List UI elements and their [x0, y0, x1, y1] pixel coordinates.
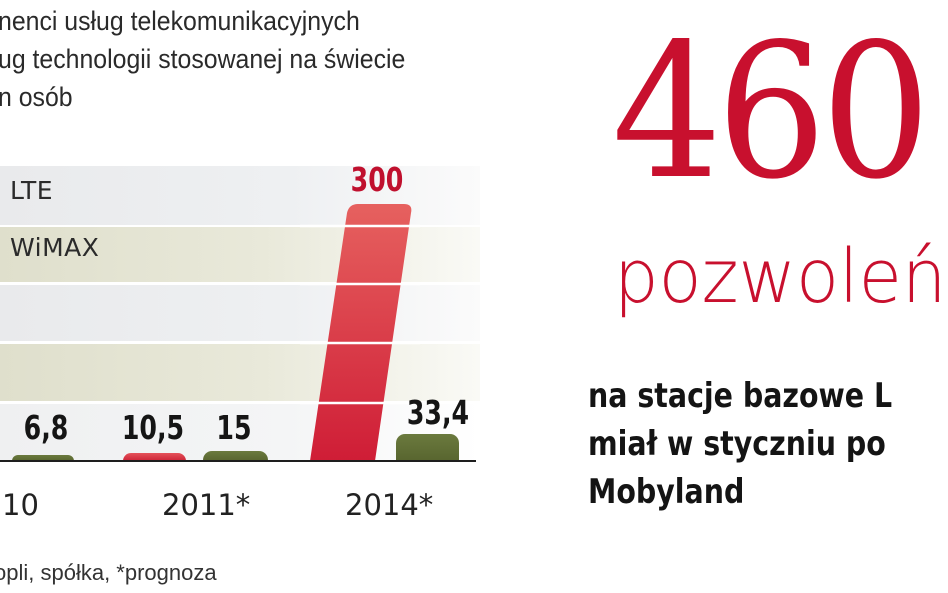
grid-band [0, 285, 480, 341]
bar-wimax-2010 [12, 455, 74, 461]
bar-wimax-2014 [396, 434, 459, 461]
bar-lte-2014 [300, 204, 420, 461]
grid-band [0, 344, 480, 401]
legend-label-lte: LTE [10, 176, 54, 205]
chart-title: nenci usług telekomunikacyjnych ug techn… [0, 2, 405, 116]
value-label-wimax-2014: 33,4 [406, 393, 470, 432]
caption-line: na stacje bazowe L [588, 376, 893, 416]
x-label-2014: 2014* [345, 488, 434, 522]
x-label-2011: 2011* [162, 488, 251, 522]
chart-title-line: n osób [0, 82, 73, 112]
value-label-lte-2014: 300 [350, 160, 404, 199]
value-label-lte-2011: 10,5 [121, 408, 185, 447]
highlight-number: 460 [612, 3, 931, 220]
x-axis-baseline [0, 460, 476, 462]
bar-lte-2011 [123, 453, 186, 461]
value-label-wimax-2010: 6,8 [23, 408, 69, 447]
source-note: opli, spółka, *prognoza [0, 560, 217, 585]
legend-label-wimax: WiMAX [10, 233, 100, 262]
chart-title-line: ug technologii stosowanej na świecie [0, 44, 406, 74]
bar-wimax-2011 [203, 451, 268, 461]
highlight-caption: na stacje bazowe L miał w styczniu po Mo… [588, 372, 892, 516]
caption-line: miał w styczniu po [588, 424, 886, 464]
value-label-wimax-2011: 15 [216, 408, 252, 447]
x-label-2010: 10 [2, 488, 39, 522]
highlight-word: pozwoleń [614, 234, 947, 320]
chart-title-line: nenci usług telekomunikacyjnych [0, 6, 360, 36]
subscribers-chart: LTE WiMAX 6,8 10,5 15 300 33,4 10 2011* … [0, 160, 480, 585]
caption-line: Mobyland [588, 472, 745, 512]
